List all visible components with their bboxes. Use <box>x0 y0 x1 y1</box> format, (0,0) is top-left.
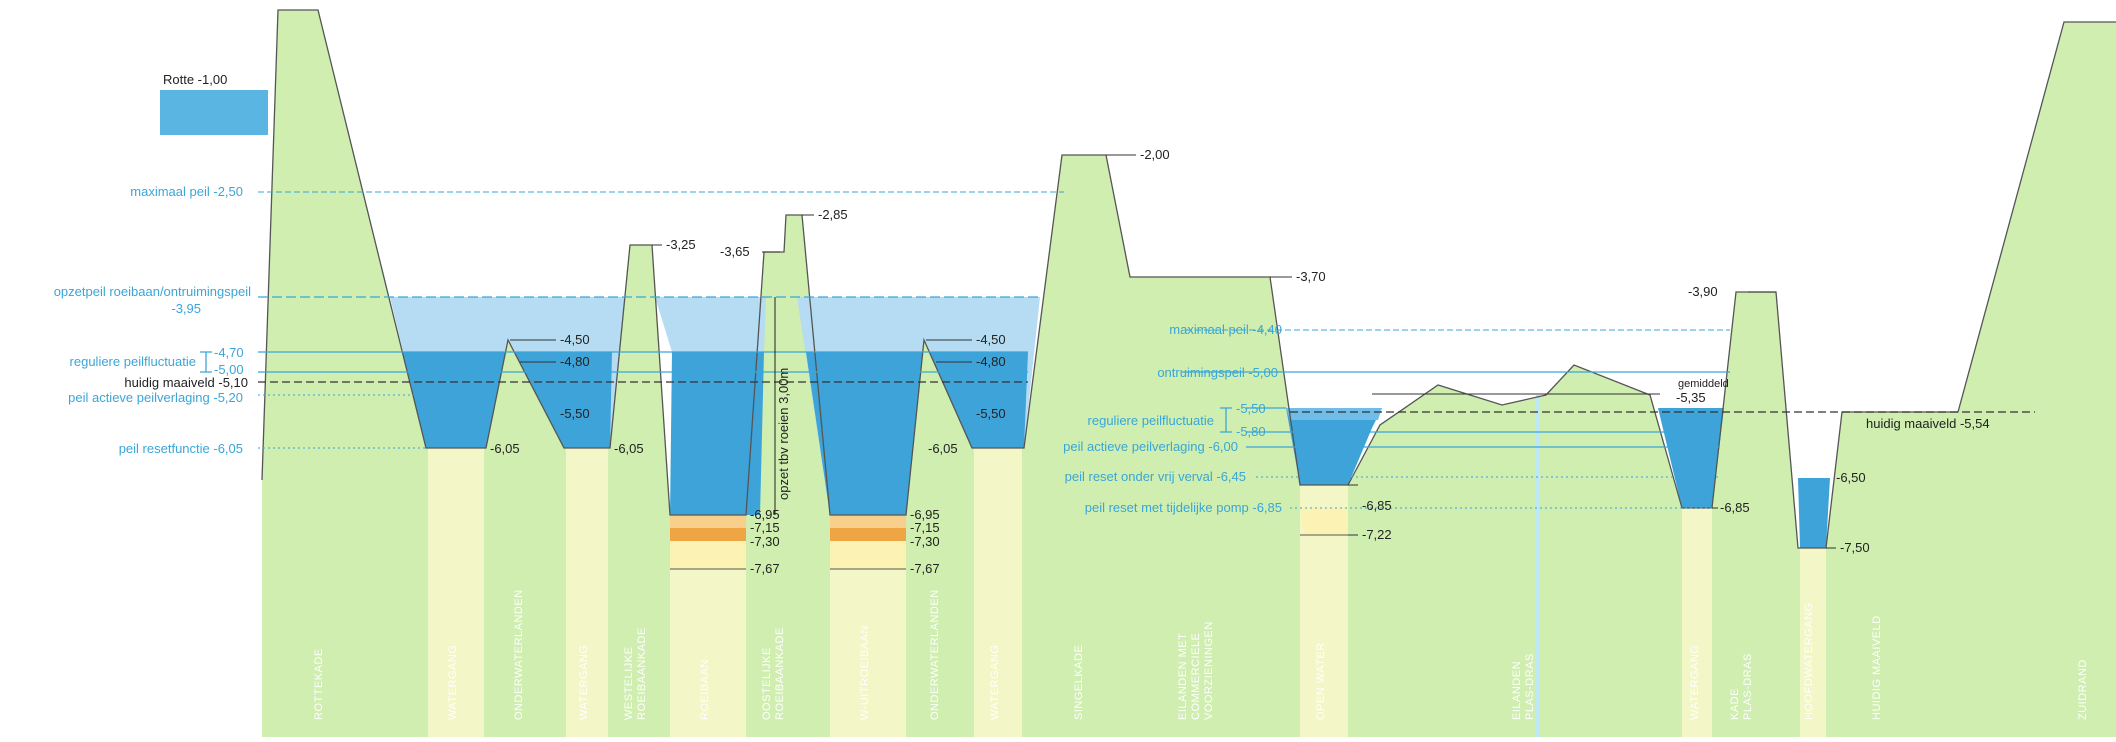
level-550b: -5,50 <box>976 406 1006 421</box>
level-550a: -5,50 <box>560 406 590 421</box>
roeibaan-sand-1 <box>670 515 746 528</box>
uitroeibaan-sand-1 <box>830 515 906 528</box>
roeibaan-water-light <box>655 297 766 352</box>
label-rotte: Rotte -1,00 <box>163 72 227 87</box>
open-water-sand <box>1300 508 1348 535</box>
label-reset-pomp: peil reset met tijdelijke pomp -6,85 <box>1085 500 1282 515</box>
label-opzet-roeien: opzet tbv roeien 3,00m <box>776 368 791 500</box>
open-water-top <box>1286 408 1382 420</box>
roeibaan-sand-3 <box>670 541 746 569</box>
section-label: ROEIBAAN <box>699 659 711 720</box>
label-500: -5,00 <box>214 362 244 377</box>
label-ontruimingspeil: ontruimingspeil -5,00 <box>1157 365 1278 380</box>
column-watergang-4 <box>1682 508 1712 737</box>
level-325: -3,25 <box>666 237 696 252</box>
section-label: W-UITROEIBAAN <box>859 625 871 720</box>
label-actieve-right: peil actieve peilverlaging -6,00 <box>1063 439 1238 454</box>
level-200: -2,00 <box>1140 147 1170 162</box>
onderwaterland-hump-2 <box>906 340 972 515</box>
level-767a: -7,67 <box>750 561 780 576</box>
level-480b: -4,80 <box>976 354 1006 369</box>
plas-dras-stream <box>1536 395 1540 737</box>
section-label: ZUIDRAND <box>2077 659 2089 720</box>
level-535: -5,35 <box>1676 390 1706 405</box>
level-685a: -6,85 <box>1362 498 1392 513</box>
label-reguliere: reguliere peilfluctuatie <box>70 354 196 369</box>
column-watergang-2 <box>566 448 608 737</box>
section-label: WATERGANG <box>578 645 590 720</box>
rotte-water <box>160 90 268 135</box>
onderwaterland-hump-1 <box>486 340 564 448</box>
level-605a: -6,05 <box>490 441 520 456</box>
level-685b: -6,85 <box>1720 500 1750 515</box>
uitroeibaan-sand-2 <box>830 528 906 541</box>
roeibaan-water-dark <box>670 352 764 515</box>
level-695a: -6,95 <box>750 507 780 522</box>
bracket-right <box>1220 407 1232 433</box>
right-basin-water-dark <box>806 340 1028 515</box>
left-basin-water-dark <box>402 340 612 448</box>
level-650: -6,50 <box>1836 470 1866 485</box>
label-580-right: -5,80 <box>1236 424 1266 439</box>
label-actieve: peil actieve peilverlaging -5,20 <box>68 390 243 405</box>
label-gemiddeld: gemiddeld <box>1678 378 1729 390</box>
section-label: ROTTEKADE <box>313 648 325 720</box>
level-730b: -7,30 <box>910 534 940 549</box>
label-550-right: -5,50 <box>1236 401 1266 416</box>
section-label: WATERGANG <box>989 645 1001 720</box>
column-watergang-3 <box>974 448 1022 737</box>
section-label: KADEPLAS-DRAS <box>1729 653 1754 720</box>
section-label: OOSTELIJKEROEIBAANKADE <box>761 627 786 720</box>
hoofdwatergang-water <box>1798 478 1830 548</box>
profile-outline <box>261 9 2116 549</box>
section-label: SINGELKADE <box>1073 645 1085 720</box>
section-label: HUIDIG MAAIVELD <box>1871 615 1883 720</box>
column-hoofdwatergang <box>1800 548 1826 737</box>
level-605c: -6,05 <box>928 441 958 456</box>
label-opzetpeil-2: -3,95 <box>171 301 201 316</box>
level-695b: -6,95 <box>910 507 940 522</box>
section-label: ONDERWATERLANDEN <box>513 589 525 720</box>
section-label: OPEN WATER <box>1315 642 1327 720</box>
label-huidig-maaiveld: huidig maaiveld -5,10 <box>124 375 248 390</box>
level-605b: -6,05 <box>614 441 644 456</box>
level-480a: -4,80 <box>560 354 590 369</box>
label-opzetpeil-1: opzetpeil roeibaan/ontruimingspeil <box>54 284 251 299</box>
level-750: -7,50 <box>1840 540 1870 555</box>
level-285: -2,85 <box>818 207 848 222</box>
label-resetfunctie: peil resetfunctie -6,05 <box>119 441 243 456</box>
level-390: -3,90 <box>1688 284 1718 299</box>
label-reset-vrij: peil reset onder vrij verval -6,45 <box>1065 469 1246 484</box>
section-labels: ROTTEKADE WATERGANG ONDERWATERLANDEN WATERG… <box>313 589 2089 720</box>
level-715b: -7,15 <box>910 520 940 535</box>
column-watergang-1 <box>428 448 484 737</box>
level-722: -7,22 <box>1362 527 1392 542</box>
label-470: -4,70 <box>214 345 244 360</box>
watergang-4-water <box>1658 408 1724 508</box>
section-label: EILANDENPLAS-DRAS <box>1511 653 1536 720</box>
section-label: HOOFDWATERGANG <box>1803 602 1815 720</box>
label-maximaal-peil-right: maximaal peil -4,40 <box>1169 322 1282 337</box>
section-label: WESTELIJKEROEIBAANKADE <box>623 627 648 720</box>
level-365: -3,65 <box>720 244 750 259</box>
section-label: ONDERWATERLANDEN <box>929 589 941 720</box>
level-450b: -4,50 <box>976 332 1006 347</box>
bracket-left <box>200 351 212 373</box>
level-370: -3,70 <box>1296 269 1326 284</box>
uitroeibaan-sand-3 <box>830 541 906 569</box>
section-label: WATERGANG <box>447 645 459 720</box>
roeibaan-sand-2 <box>670 528 746 541</box>
level-715a: -7,15 <box>750 520 780 535</box>
label-huidig-maaiveld-right: huidig maaiveld -5,54 <box>1866 416 1990 431</box>
section-label: EILANDEN METCOMMERCIELEVOORZIENINGEN <box>1177 621 1215 720</box>
level-767b: -7,67 <box>910 561 940 576</box>
label-maximaal-peil: maximaal peil -2,50 <box>130 184 243 199</box>
level-730a: -7,30 <box>750 534 780 549</box>
label-reguliere-right: reguliere peilfluctuatie <box>1088 413 1214 428</box>
level-450a: -4,50 <box>560 332 590 347</box>
section-label: WATERGANG <box>1689 645 1701 720</box>
